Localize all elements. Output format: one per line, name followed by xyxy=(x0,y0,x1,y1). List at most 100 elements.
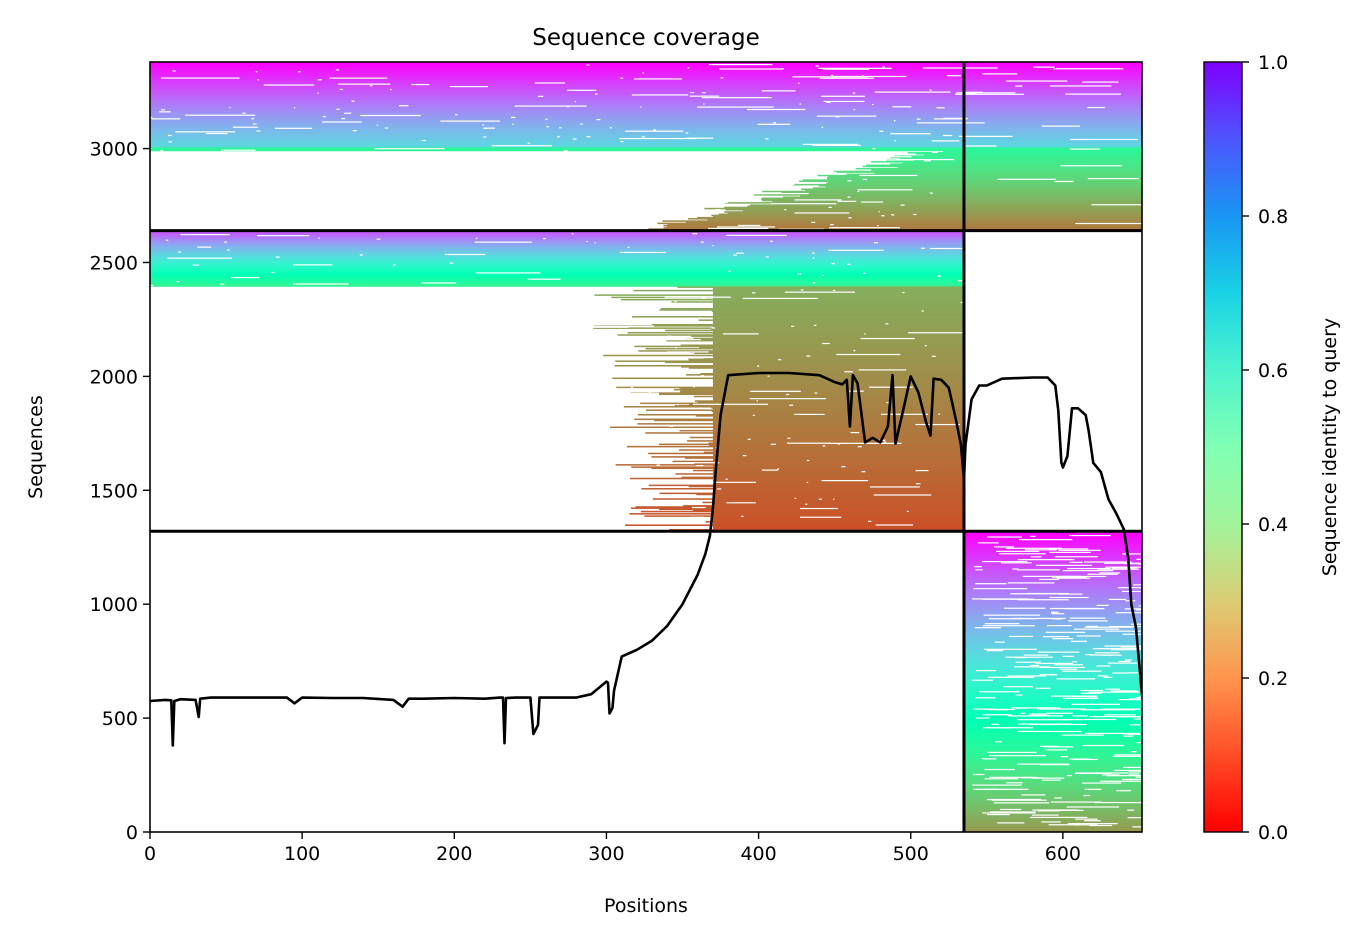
gap-streak xyxy=(1127,809,1135,811)
coverage-row xyxy=(963,628,1142,630)
gap-streak xyxy=(1085,654,1093,656)
gap-streak xyxy=(628,357,704,359)
gap-streak xyxy=(248,306,251,308)
coverage-row xyxy=(963,693,1142,695)
coverage-row xyxy=(712,502,964,505)
coverage-row xyxy=(963,557,1142,560)
coverage-row xyxy=(963,761,1142,763)
gap-streak xyxy=(931,355,936,357)
coverage-row xyxy=(963,776,1142,778)
gap-streak xyxy=(675,347,677,349)
coverage-row xyxy=(712,288,964,291)
gap-streak xyxy=(657,165,729,167)
gap-streak xyxy=(983,648,1037,650)
gap-streak xyxy=(1080,709,1136,711)
y-tick-label: 1000 xyxy=(90,594,138,616)
coverage-row xyxy=(150,247,964,250)
gap-streak xyxy=(1129,724,1142,726)
gap-streak xyxy=(567,89,597,91)
coverage-row xyxy=(963,665,1142,668)
coverage-row xyxy=(150,279,964,282)
gap-streak xyxy=(298,71,301,73)
gap-streak xyxy=(167,257,232,259)
gap-streak xyxy=(963,479,981,481)
gap-streak xyxy=(682,486,687,488)
coverage-row xyxy=(963,637,1142,639)
gap-streak xyxy=(1107,662,1142,664)
gap-streak xyxy=(787,437,791,439)
coverage-row xyxy=(963,629,1142,631)
coverage-row xyxy=(963,811,1142,814)
gap-streak xyxy=(1056,678,1096,680)
gap-streak xyxy=(1068,620,1108,622)
gap-streak xyxy=(296,323,300,325)
coverage-row xyxy=(963,786,1142,788)
coverage-row xyxy=(692,509,964,512)
coverage-row xyxy=(663,224,1142,227)
coverage-row xyxy=(712,394,964,397)
coverage-row xyxy=(963,574,1142,577)
coverage-row xyxy=(633,289,964,292)
coverage-row xyxy=(150,104,1142,106)
gap-streak xyxy=(1066,806,1120,808)
coverage-row xyxy=(963,720,1142,722)
coverage-row xyxy=(963,696,1142,698)
gap-streak xyxy=(700,241,704,243)
gap-streak xyxy=(1092,526,1121,528)
gap-streak xyxy=(747,438,751,440)
gap-streak xyxy=(792,76,869,78)
coverage-row xyxy=(963,694,1142,696)
coverage-row xyxy=(712,333,964,335)
gap-streak xyxy=(1106,775,1142,777)
gap-streak xyxy=(619,137,697,140)
coverage-row xyxy=(712,311,964,313)
coverage-row xyxy=(963,808,1142,810)
gap-streak xyxy=(295,213,299,215)
gap-streak xyxy=(369,85,373,87)
gap-streak xyxy=(293,283,349,285)
coverage-row xyxy=(963,555,1142,557)
gap-streak xyxy=(270,334,273,336)
gap-streak xyxy=(821,95,865,97)
gap-streak xyxy=(1136,696,1142,698)
gap-streak xyxy=(315,314,320,316)
coverage-row xyxy=(627,331,964,334)
coverage-row xyxy=(963,615,1142,618)
coverage-row xyxy=(963,679,1142,681)
gap-streak xyxy=(853,108,856,111)
gap-streak xyxy=(822,68,870,70)
colorbar-label: Sequence identity to query xyxy=(1319,318,1341,576)
coverage-row xyxy=(963,670,1142,672)
gap-streak xyxy=(991,799,1047,801)
gap-streak xyxy=(660,173,674,176)
gap-streak xyxy=(154,177,158,179)
gap-streak xyxy=(906,510,909,513)
coverage-row xyxy=(641,488,964,490)
gap-streak xyxy=(1041,125,1080,127)
coverage-row xyxy=(712,313,964,316)
gap-streak xyxy=(976,669,997,672)
gap-streak xyxy=(1128,771,1142,773)
gap-streak xyxy=(987,536,1022,538)
gap-streak xyxy=(553,225,558,227)
gap-streak xyxy=(360,114,421,117)
coverage-row xyxy=(712,503,964,506)
coverage-row xyxy=(712,495,964,498)
coverage-row xyxy=(963,804,1142,807)
gap-streak xyxy=(1085,732,1140,735)
gap-streak xyxy=(559,483,561,486)
colorbar xyxy=(1203,61,1243,833)
y-tick-label: 500 xyxy=(102,708,138,730)
gap-streak xyxy=(995,550,1040,552)
gap-streak xyxy=(293,107,296,109)
coverage-line xyxy=(150,371,1142,747)
coverage-row xyxy=(963,764,1142,767)
coverage-row xyxy=(712,292,964,294)
gap-streak xyxy=(724,201,729,203)
coverage-row xyxy=(150,142,1142,145)
gap-streak xyxy=(1031,777,1065,779)
coverage-row xyxy=(963,678,1142,680)
gap-streak xyxy=(1042,779,1061,781)
gap-streak xyxy=(1043,404,1099,406)
gap-streak xyxy=(836,353,901,356)
